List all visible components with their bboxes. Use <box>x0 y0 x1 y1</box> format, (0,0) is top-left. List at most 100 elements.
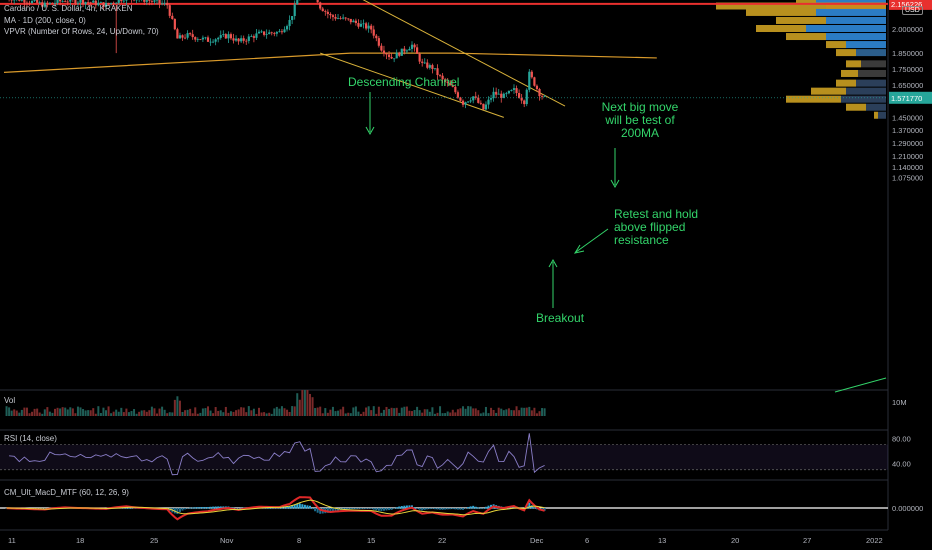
volume-bar <box>528 406 531 416</box>
volume-bars <box>5 390 546 416</box>
volume-bar <box>120 407 123 416</box>
volume-bar <box>84 410 87 416</box>
volume-bar <box>444 413 447 416</box>
last-price-tag <box>889 91 932 104</box>
volume-bar <box>331 406 334 416</box>
candle-body <box>474 96 477 98</box>
volume-bar <box>148 410 151 416</box>
macd-hist-bar <box>395 507 398 509</box>
price-axis-tick: 1.850000 <box>892 49 923 58</box>
candle-body <box>520 97 523 101</box>
macd-hist-bar <box>235 508 238 509</box>
candle-body <box>219 35 222 38</box>
volume-bar <box>201 408 204 416</box>
macd-hist-bar <box>209 506 212 509</box>
candle-body <box>36 0 39 3</box>
candle-body <box>18 0 21 1</box>
volume-bar <box>227 412 230 416</box>
volume-bar <box>525 407 528 416</box>
volume-bar <box>76 406 79 416</box>
macd-hist-bar <box>426 508 429 510</box>
candle-body <box>410 44 414 49</box>
volume-bar <box>56 407 59 416</box>
candle-body <box>359 23 363 27</box>
candle-body <box>375 35 378 39</box>
volume-bar <box>513 410 515 416</box>
candle-body <box>94 0 97 6</box>
candle-body <box>28 2 31 4</box>
candle-body <box>176 29 179 39</box>
macd-hist-bar <box>472 505 475 509</box>
candle-body <box>413 44 416 48</box>
volume-bar <box>441 413 444 416</box>
volume-bar <box>102 407 105 416</box>
volume-bar <box>497 407 500 416</box>
channel-lower-line <box>320 52 504 118</box>
next-move-annotation: Next big move <box>602 100 679 114</box>
macd-hist-bar <box>418 508 421 510</box>
macd-hist-bar <box>301 504 304 509</box>
volume-bar <box>240 407 243 416</box>
volume-bar <box>502 410 505 416</box>
volume-bar <box>23 407 26 416</box>
candle-body <box>155 0 159 1</box>
macd-hist-bar <box>352 508 355 510</box>
volume-bar <box>380 412 383 416</box>
volume-bar <box>321 413 324 416</box>
macd-hist-bar <box>237 508 240 509</box>
macd-hist-bar <box>176 508 179 515</box>
volume-profile-up-bar <box>786 33 826 41</box>
macd-hist-bar <box>298 503 301 509</box>
candle-body <box>217 37 220 40</box>
rsi-pane-label[interactable]: RSI (14, close) <box>4 434 57 443</box>
price-axis-tick: 1.450000 <box>892 113 923 122</box>
candle-body <box>237 38 240 42</box>
volume-profile-down-bar <box>806 25 886 32</box>
volume-bar <box>428 411 431 416</box>
volume-bar <box>390 407 393 416</box>
volume-bar <box>431 407 434 416</box>
vpvr-indicator-legend[interactable]: VPVR (Number Of Rows, 24, Up/Down, 70) <box>4 27 159 36</box>
macd-hist-bar <box>212 506 215 509</box>
candle-body <box>92 0 95 3</box>
volume-bar <box>319 406 322 416</box>
macd-hist-bar <box>344 508 347 510</box>
volume-bar <box>258 407 260 416</box>
volume-bar <box>372 406 375 416</box>
macd-hist-bar <box>375 508 378 511</box>
macd-hist-bar <box>331 508 334 512</box>
macd-hist-bar <box>385 508 388 511</box>
volume-bar <box>79 407 82 416</box>
macd-hist-bar <box>130 507 133 509</box>
volume-bar <box>367 406 370 416</box>
macd-hist-bar <box>398 506 401 509</box>
volume-bar <box>283 408 286 416</box>
volume-bar <box>354 406 357 416</box>
time-axis-label: 25 <box>150 536 158 545</box>
volume-bar <box>393 408 396 416</box>
candle-body <box>99 2 102 4</box>
volume-bar <box>411 411 413 416</box>
macd-hist-bar <box>178 508 181 513</box>
macd-hist-bar <box>487 505 490 509</box>
volume-bar <box>541 408 544 416</box>
volume-bar <box>64 407 67 416</box>
volume-profile-down-bar <box>846 41 886 49</box>
candle-body <box>382 50 386 54</box>
macd-hist-bar <box>186 507 189 509</box>
macd-hist-bar <box>201 507 204 509</box>
volume-pane-label[interactable]: Vol <box>4 396 16 405</box>
candle-body <box>525 89 528 105</box>
volume-bar <box>273 408 276 416</box>
candle-body <box>232 38 235 41</box>
macd-hist-bar <box>127 507 130 509</box>
volume-bar <box>382 409 385 416</box>
volume-bar <box>533 407 536 416</box>
ma-indicator-legend[interactable]: MA · 1D (200, close, 0) <box>4 16 86 25</box>
macd-pane-label[interactable]: CM_Ult_MacD_MTF (60, 12, 26, 9) <box>4 488 129 497</box>
candle-body <box>472 96 475 101</box>
currency-badge[interactable]: USD <box>902 6 923 15</box>
candle-body <box>181 35 184 38</box>
volume-bar <box>523 407 526 416</box>
